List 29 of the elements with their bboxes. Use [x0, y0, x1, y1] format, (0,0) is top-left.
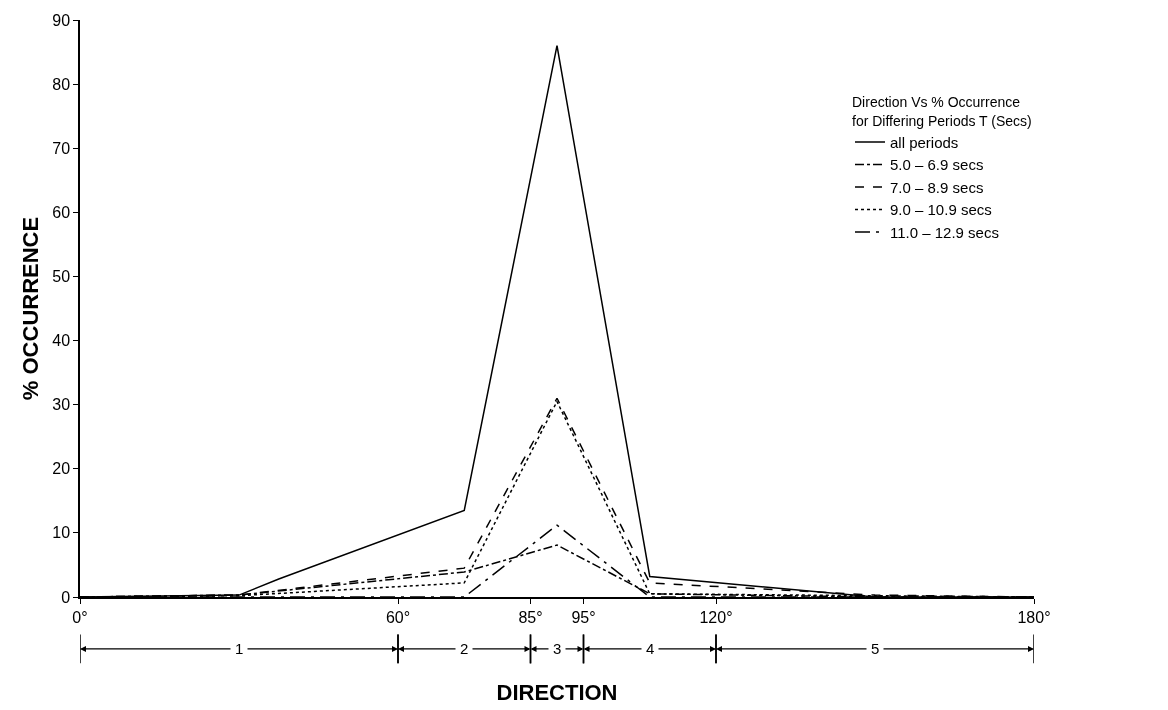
- y-tick-label: 70: [52, 139, 71, 157]
- y-tick-label: 60: [52, 203, 71, 221]
- y-tick-label: 10: [52, 524, 71, 542]
- legend-label: 11.0 – 12.9 secs: [890, 223, 999, 241]
- y-tick-label: 40: [52, 332, 71, 350]
- y-tick-label: 50: [52, 268, 71, 286]
- text: 1: [235, 640, 244, 657]
- x-tick-label: 95°: [571, 608, 596, 626]
- x-tick-label: 85°: [518, 608, 543, 626]
- y-tick-label: 80: [52, 75, 71, 93]
- legend-title: Direction Vs % Occurrence for Differing Periods T (Secs): [852, 94, 1032, 129]
- x-tick-label: 0°: [72, 608, 88, 626]
- x-tick-label: 120°: [699, 608, 733, 626]
- y-tick-label: 0: [61, 588, 71, 606]
- x-tick-label: 180°: [1017, 608, 1051, 626]
- text: 3: [553, 640, 562, 657]
- x-tick-label: 60°: [385, 608, 411, 626]
- legend-label: 5.0 – 6.9 secs: [890, 156, 984, 174]
- y-axis-title: % OCCURRENCE: [17, 216, 43, 401]
- y-tick-label: 90: [52, 11, 71, 29]
- y-tick-label: 20: [52, 460, 71, 478]
- text: 2: [460, 640, 469, 657]
- legend-label: 7.0 – 8.9 secs: [890, 178, 984, 196]
- text: 5: [871, 640, 880, 657]
- x-axis-title: DIRECTION: [496, 680, 618, 706]
- legend-label: all periods: [890, 133, 959, 151]
- legend-label: 9.0 – 10.9 secs: [890, 201, 992, 219]
- y-tick-label: 30: [52, 396, 71, 414]
- text: 4: [646, 640, 655, 657]
